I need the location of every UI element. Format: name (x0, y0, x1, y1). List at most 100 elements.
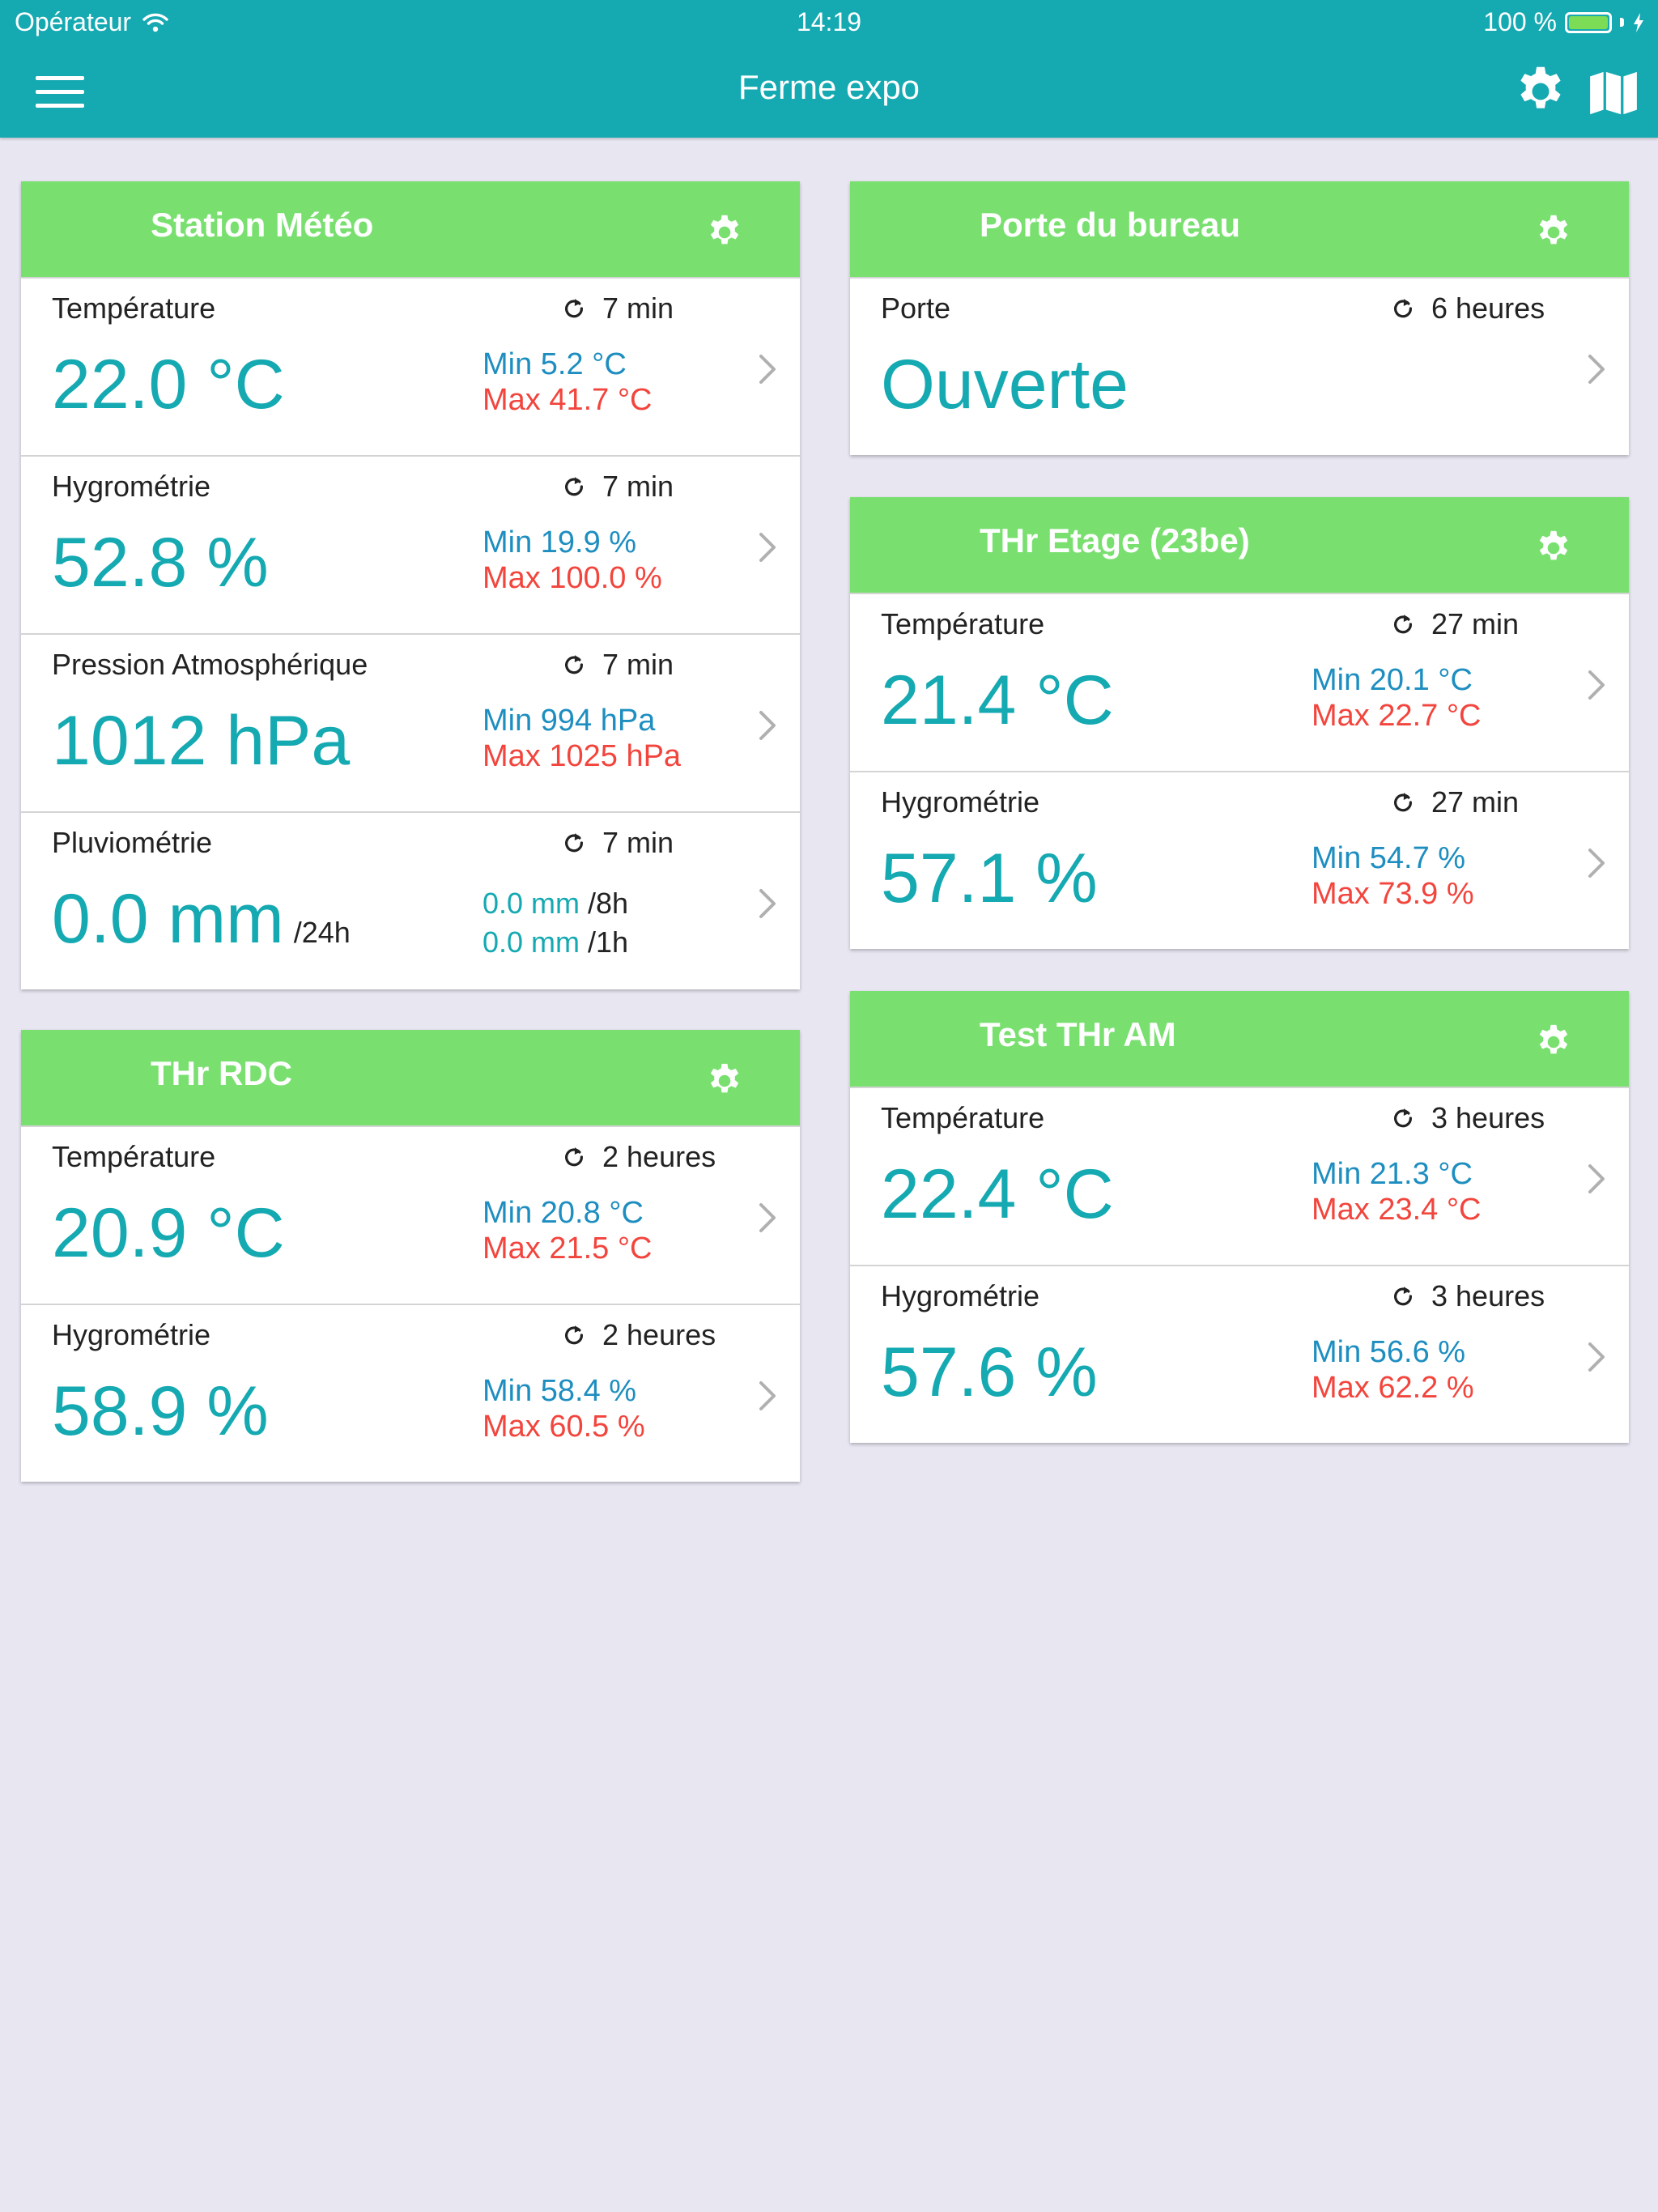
chevron-right-icon[interactable] (1587, 353, 1608, 385)
min-max: Min 20.1 °C Max 22.7 °C (1312, 662, 1482, 734)
door-status: Ouverte (881, 346, 1129, 423)
refresh-icon (562, 653, 586, 677)
update-age-text: 3 heures (1431, 1101, 1545, 1134)
chevron-right-icon[interactable] (758, 709, 779, 742)
sensor-label: Porte (881, 291, 951, 325)
sensor-row-door[interactable]: Porte 6 heures Ouverte (850, 277, 1629, 455)
sensor-row-temperature[interactable]: Température 2 heures 20.9 °C Min 20.8 °C… (21, 1125, 800, 1304)
sensor-row-humidity[interactable]: Hygrométrie 3 heures 57.6 % Min 56.6 % M… (850, 1265, 1629, 1443)
sensor-row-humidity[interactable]: Hygrométrie 27 min 57.1 % Min 54.7 % Max… (850, 771, 1629, 949)
sensor-value: 52.8 % (52, 524, 269, 602)
wifi-icon (142, 13, 168, 32)
refresh-icon (1391, 790, 1415, 815)
status-time: 14:19 (796, 7, 862, 36)
nav-bar: Ferme expo (0, 45, 1658, 138)
card-header: Porte du bureau (850, 181, 1629, 277)
chevron-right-icon[interactable] (758, 353, 779, 385)
min-max: Min 56.6 % Max 62.2 % (1312, 1334, 1474, 1406)
sensor-value: 22.4 °C (881, 1155, 1114, 1233)
chevron-right-icon[interactable] (758, 1202, 779, 1234)
sensor-value: 57.1 % (881, 840, 1098, 917)
update-age: 2 heures (562, 1140, 716, 1174)
refresh-icon (562, 831, 586, 855)
sensor-value: 0.0 mm/24h (52, 879, 351, 959)
chevron-right-icon[interactable] (758, 887, 779, 920)
refresh-icon (562, 296, 586, 321)
sensor-row-humidity[interactable]: Hygrométrie 7 min 52.8 % Min 19.9 % Max … (21, 455, 800, 633)
chevron-right-icon[interactable] (758, 1380, 779, 1412)
sensor-label: Hygrométrie (52, 470, 211, 503)
refresh-icon (1391, 296, 1415, 321)
refresh-icon (562, 1323, 586, 1347)
update-age-text: 7 min (602, 826, 674, 859)
card-settings-gear-icon[interactable] (1535, 1023, 1572, 1061)
rain-breakdown: 0.0 mm/8h 0.0 mm/1h (483, 884, 628, 962)
update-age-text: 6 heures (1431, 291, 1545, 325)
map-icon[interactable] (1587, 66, 1640, 120)
rain-1h-period: /1h (588, 925, 629, 959)
sensor-value: 21.4 °C (881, 661, 1114, 739)
card-title: Porte du bureau (980, 206, 1241, 244)
max-value: Max 73.9 % (1312, 877, 1474, 911)
refresh-icon (562, 474, 586, 499)
sensor-row-pressure[interactable]: Pression Atmosphérique 7 min 1012 hPa Mi… (21, 633, 800, 811)
min-max: Min 19.9 % Max 100.0 % (483, 525, 662, 596)
card-station-meteo: Station Météo Température 7 min 22.0 °C … (21, 181, 800, 989)
update-age: 6 heures (1391, 291, 1545, 325)
sensor-label: Température (881, 607, 1045, 640)
rain-24h-period: /24h (293, 916, 351, 949)
card-header: Test THr AM (850, 991, 1629, 1087)
rain-1h-value: 0.0 mm (483, 925, 580, 959)
max-value: Max 60.5 % (483, 1410, 645, 1444)
card-settings-gear-icon[interactable] (706, 1062, 743, 1100)
sensor-row-temperature[interactable]: Température 3 heures 22.4 °C Min 21.3 °C… (850, 1087, 1629, 1265)
sensor-label: Hygrométrie (52, 1318, 211, 1351)
max-value: Max 23.4 °C (1312, 1193, 1482, 1227)
rain-24h-value: 0.0 mm (52, 880, 284, 958)
card-title: THr Etage (23be) (980, 521, 1250, 559)
update-age: 2 heures (562, 1318, 716, 1352)
min-max: Min 54.7 % Max 73.9 % (1312, 840, 1474, 912)
min-max: Min 58.4 % Max 60.5 % (483, 1373, 645, 1444)
chevron-right-icon[interactable] (758, 531, 779, 564)
card-test-thr-am: Test THr AM Température 3 heures 22.4 °C… (850, 991, 1629, 1443)
battery-percent: 100 % (1483, 7, 1557, 36)
rain-8h-value: 0.0 mm (483, 887, 580, 920)
min-value: Min 19.9 % (483, 525, 637, 559)
chevron-right-icon[interactable] (1587, 1163, 1608, 1195)
battery: 100 % (1483, 7, 1645, 37)
sensor-label: Température (52, 1140, 216, 1173)
min-value: Min 54.7 % (1312, 841, 1466, 875)
card-header: THr Etage (23be) (850, 497, 1629, 593)
chevron-right-icon[interactable] (1587, 847, 1608, 879)
min-value: Min 20.1 °C (1312, 663, 1473, 697)
update-age-text: 2 heures (602, 1318, 716, 1351)
sensor-label: Hygrométrie (881, 1279, 1040, 1312)
refresh-icon (1391, 612, 1415, 636)
card-settings-gear-icon[interactable] (1535, 214, 1572, 251)
update-age: 3 heures (1391, 1279, 1545, 1313)
max-value: Max 62.2 % (1312, 1371, 1474, 1405)
hamburger-menu-icon[interactable] (36, 76, 84, 108)
card-settings-gear-icon[interactable] (1535, 530, 1572, 567)
carrier-label: Opérateur (15, 7, 132, 36)
card-title: Station Météo (151, 206, 374, 244)
sensor-row-humidity[interactable]: Hygrométrie 2 heures 58.9 % Min 58.4 % M… (21, 1304, 800, 1482)
sensor-value: 20.9 °C (52, 1194, 285, 1272)
min-value: Min 21.3 °C (1312, 1157, 1473, 1191)
card-thr-rdc: THr RDC Température 2 heures 20.9 °C Min… (21, 1030, 800, 1482)
carrier: Opérateur (15, 7, 168, 37)
sensor-row-rainfall[interactable]: Pluviométrie 7 min 0.0 mm/24h 0.0 mm/8h … (21, 811, 800, 989)
min-value: Min 20.8 °C (483, 1196, 644, 1230)
update-age: 3 heures (1391, 1101, 1545, 1135)
update-age-text: 27 min (1431, 607, 1520, 640)
card-settings-gear-icon[interactable] (706, 214, 743, 251)
sensor-row-temperature[interactable]: Température 27 min 21.4 °C Min 20.1 °C M… (850, 593, 1629, 771)
update-age-text: 3 heures (1431, 1279, 1545, 1312)
chevron-right-icon[interactable] (1587, 669, 1608, 701)
sensor-row-temperature[interactable]: Température 7 min 22.0 °C Min 5.2 °C Max… (21, 277, 800, 455)
gear-icon[interactable] (1514, 65, 1567, 118)
chevron-right-icon[interactable] (1587, 1341, 1608, 1373)
min-max: Min 5.2 °C Max 41.7 °C (483, 347, 653, 418)
sensor-value: 57.6 % (881, 1334, 1098, 1411)
